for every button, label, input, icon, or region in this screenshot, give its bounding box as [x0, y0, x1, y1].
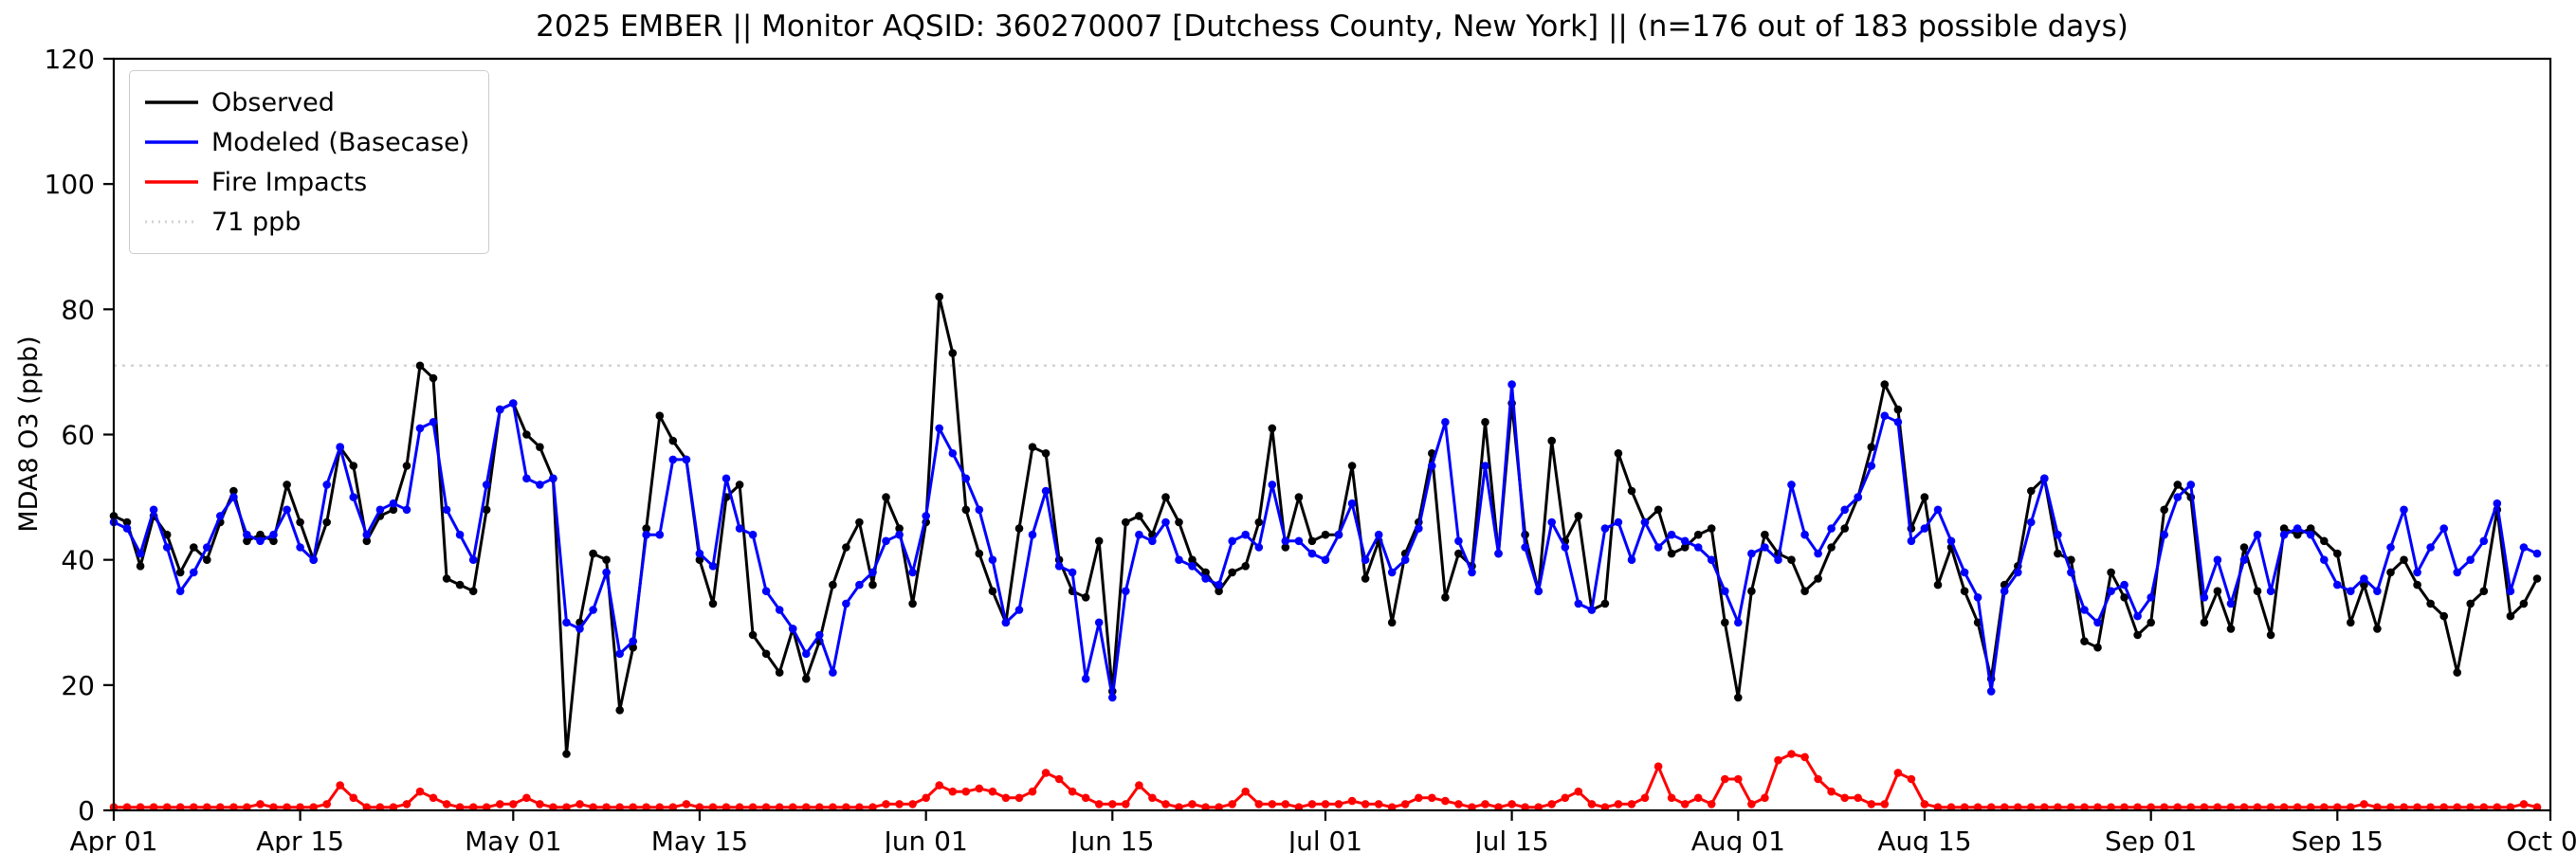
svg-text:Jun 15: Jun 15	[1069, 826, 1154, 853]
svg-text:Aug 01: Aug 01	[1691, 826, 1785, 853]
svg-text:0: 0	[78, 795, 95, 826]
legend-swatch-modeled	[145, 140, 198, 144]
svg-text:May 01: May 01	[465, 826, 561, 853]
legend-label-threshold: 71 ppb	[211, 207, 301, 237]
legend-item-modeled: Modeled (Basecase)	[145, 122, 469, 162]
legend-label-modeled: Modeled (Basecase)	[211, 127, 470, 157]
svg-text:20: 20	[61, 670, 95, 701]
legend: Observed Modeled (Basecase) Fire Impacts…	[129, 70, 490, 254]
svg-text:60: 60	[61, 420, 95, 451]
svg-text:Jul 15: Jul 15	[1472, 826, 1548, 853]
chart-title: 2025 EMBER || Monitor AQSID: 360270007 […	[536, 9, 2128, 44]
legend-label-observed: Observed	[211, 87, 335, 118]
legend-swatch-fire-impacts	[145, 180, 198, 184]
legend-swatch-threshold	[145, 220, 198, 224]
svg-text:40: 40	[61, 545, 95, 576]
svg-text:May 15: May 15	[651, 826, 748, 853]
legend-item-observed: Observed	[145, 82, 469, 122]
svg-text:Apr 01: Apr 01	[70, 826, 158, 853]
legend-item-fire-impacts: Fire Impacts	[145, 162, 469, 202]
legend-label-fire-impacts: Fire Impacts	[211, 167, 368, 197]
svg-text:120: 120	[45, 44, 95, 75]
svg-text:Oct 01: Oct 01	[2507, 826, 2576, 853]
legend-item-threshold: 71 ppb	[145, 202, 469, 242]
svg-text:Sep 15: Sep 15	[2292, 826, 2384, 853]
svg-text:Jun 01: Jun 01	[883, 826, 968, 853]
svg-text:100: 100	[45, 169, 95, 200]
svg-text:Apr 15: Apr 15	[256, 826, 344, 853]
svg-text:Sep 01: Sep 01	[2105, 826, 2197, 853]
svg-text:Jul 01: Jul 01	[1287, 826, 1362, 853]
svg-text:Aug 15: Aug 15	[1877, 826, 1971, 853]
svg-text:80: 80	[61, 294, 95, 325]
legend-swatch-observed	[145, 100, 198, 104]
